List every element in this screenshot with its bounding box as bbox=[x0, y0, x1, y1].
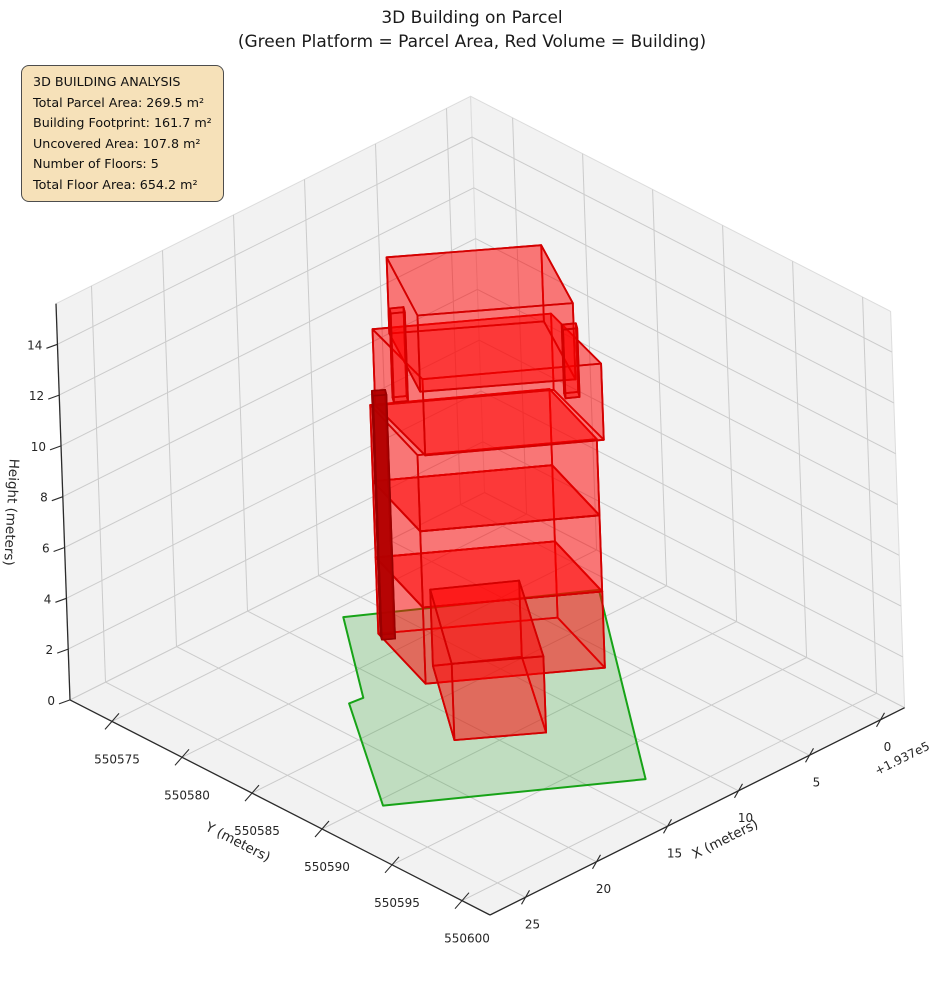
grid-line-wall-y bbox=[652, 189, 668, 586]
grid-line-floor-y bbox=[321, 621, 737, 830]
y-tick bbox=[384, 856, 400, 874]
z-tick bbox=[53, 546, 65, 553]
grid-line-wall-z-right bbox=[473, 187, 895, 404]
z-tick bbox=[55, 597, 67, 603]
grid-line-wall-z-left bbox=[57, 136, 473, 345]
grid-line-wall-z-left bbox=[66, 390, 482, 599]
title-block: 3D Building on Parcel (Green Platform = … bbox=[0, 6, 944, 54]
x-tick bbox=[521, 890, 530, 905]
y-tick-label: 550595 bbox=[374, 896, 420, 910]
info-box-line: Total Parcel Area: 269.5 m² bbox=[33, 94, 205, 110]
grid-line-wall-y bbox=[722, 225, 738, 622]
x-tick-label: 5 bbox=[813, 775, 821, 789]
z-axis-label: Height (meters) bbox=[0, 458, 22, 566]
x-axis-offset-label: +1.937e5 bbox=[873, 739, 932, 778]
z-tick-label: 2 bbox=[46, 643, 54, 657]
grid-line-wall-z-right bbox=[478, 339, 900, 556]
z-tick bbox=[48, 394, 60, 400]
x-tick-label: 10 bbox=[738, 811, 753, 825]
z-tick-label: 8 bbox=[40, 491, 48, 505]
grid-line-floor-y bbox=[251, 585, 667, 794]
z-tick bbox=[49, 445, 62, 451]
z-tick bbox=[57, 648, 69, 654]
plot-subtitle: (Green Platform = Parcel Area, Red Volum… bbox=[237, 32, 707, 52]
building-floor-5-face bbox=[416, 302, 577, 393]
grid-line-floor-x bbox=[247, 610, 668, 827]
z-tick-label: 4 bbox=[44, 592, 52, 606]
grid-line-wall-z-left bbox=[67, 441, 484, 650]
grid-line-wall-z-left bbox=[62, 288, 478, 498]
z-tick bbox=[46, 343, 58, 349]
grid-line-wall-x bbox=[162, 250, 177, 647]
grid-line-wall-y bbox=[862, 297, 878, 694]
x-tick bbox=[734, 783, 743, 799]
grid-line-floor-x bbox=[176, 646, 597, 863]
x-tick bbox=[663, 819, 672, 834]
grid-line-wall-z-left bbox=[60, 238, 476, 447]
x-tick-label: 20 bbox=[596, 882, 611, 896]
grid-line-wall-x bbox=[233, 214, 248, 612]
building-corner-column-face bbox=[371, 390, 383, 641]
grid-line-floor-x bbox=[105, 681, 526, 898]
x-axis-label: X (meters) bbox=[690, 816, 761, 862]
y-tick bbox=[104, 713, 120, 730]
x-tick bbox=[805, 748, 814, 763]
z-tick bbox=[51, 496, 63, 502]
y-tick-label: 550585 bbox=[234, 824, 280, 838]
z-tick bbox=[58, 699, 71, 705]
y-tick-label: 550590 bbox=[304, 860, 350, 874]
grid-line-wall-z-left bbox=[58, 187, 475, 396]
grid-line-floor-y bbox=[181, 549, 597, 758]
x-axis-line bbox=[489, 707, 905, 916]
y-tick bbox=[454, 892, 470, 910]
building-front-annex-face bbox=[450, 655, 547, 741]
grid-line-wall-x bbox=[91, 285, 106, 683]
info-box-line: Building Footprint: 161.7 m² bbox=[33, 115, 212, 130]
z-axis-line bbox=[55, 303, 71, 700]
grid-line-wall-x bbox=[446, 108, 461, 505]
grid-line-floor-y bbox=[461, 692, 877, 902]
parcel-polygon bbox=[342, 588, 647, 807]
info-box-line: Uncovered Area: 107.8 m² bbox=[33, 135, 201, 151]
info-box-line: Number of Floors: 5 bbox=[33, 156, 159, 171]
grid-line-wall-x bbox=[304, 179, 319, 576]
y-tick-label: 550575 bbox=[94, 752, 140, 766]
building-floor-4-face bbox=[371, 328, 427, 457]
y-tick bbox=[314, 820, 330, 838]
z-tick-label: 6 bbox=[42, 542, 50, 556]
grid-line-wall-z-right bbox=[471, 136, 893, 353]
building-roof-fin-left-face bbox=[388, 307, 395, 404]
grid-line-floor-x bbox=[389, 539, 810, 756]
grid-line-wall-z-left bbox=[64, 339, 480, 548]
x-tick-label: 0 bbox=[884, 740, 892, 754]
info-box-line: Total Floor Area: 654.2 m² bbox=[33, 176, 198, 192]
plot-title: 3D Building on Parcel bbox=[381, 8, 563, 28]
y-tick-label: 550600 bbox=[444, 932, 490, 946]
z-tick-label: 10 bbox=[31, 440, 46, 454]
grid-line-floor-y bbox=[111, 513, 527, 722]
info-box-heading: 3D BUILDING ANALYSIS bbox=[33, 74, 181, 89]
grid-line-floor-x bbox=[460, 504, 881, 721]
building-front-annex-face bbox=[429, 588, 456, 741]
grid-line-floor-y bbox=[391, 657, 807, 866]
y-tick bbox=[174, 748, 190, 766]
x-tick-label: 25 bbox=[525, 917, 540, 931]
building-roof-fin-right-face bbox=[560, 323, 567, 400]
x-tick-label: 15 bbox=[667, 846, 682, 860]
x-tick bbox=[876, 712, 885, 728]
analysis-info-box: 3D BUILDING ANALYSIS Total Parcel Area: … bbox=[21, 65, 224, 202]
grid-line-wall-z-right bbox=[477, 288, 898, 505]
x-tick bbox=[592, 854, 601, 870]
grid-line-wall-z-right bbox=[475, 238, 896, 455]
y-tick bbox=[244, 784, 260, 802]
grid-line-wall-y bbox=[792, 261, 808, 658]
z-tick-label: 0 bbox=[47, 694, 55, 708]
z-tick-label: 12 bbox=[29, 389, 44, 403]
z-tick-label: 14 bbox=[27, 338, 42, 352]
y-tick-label: 550580 bbox=[164, 788, 210, 802]
y-axis-line bbox=[69, 699, 491, 916]
